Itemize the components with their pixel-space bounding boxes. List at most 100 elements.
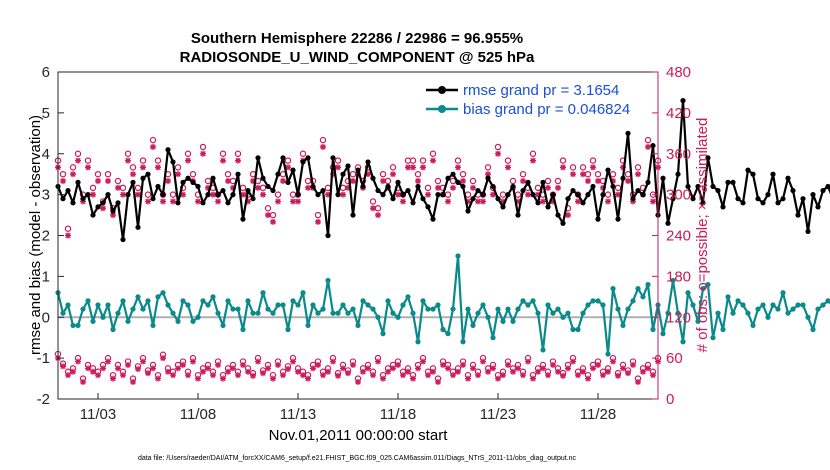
- bias-point: [385, 298, 391, 304]
- obs-possible-marker: [184, 150, 192, 157]
- bias-point: [195, 314, 201, 320]
- obs-possible-marker: [94, 170, 102, 178]
- bias-point: [370, 306, 376, 312]
- obs-possible-marker: [559, 157, 567, 164]
- right-tick-label: 420: [666, 105, 691, 122]
- obs-possible-marker: [174, 164, 182, 171]
- obs-assimilated-marker: [515, 198, 521, 205]
- bias-point: [455, 253, 461, 259]
- obs-assimilated-marker: [185, 157, 191, 164]
- rmse-point: [195, 183, 201, 190]
- obs-possible-marker: [414, 170, 422, 178]
- bias-point: [695, 318, 701, 324]
- obs-assimilated-marker: [315, 218, 321, 225]
- rmse-point: [630, 196, 636, 202]
- rmse-point: [735, 196, 741, 202]
- obs-assimilated-marker: [195, 198, 201, 205]
- obs-assimilated-marker: [90, 191, 96, 198]
- bias-point: [340, 302, 346, 308]
- rmse-point: [550, 192, 556, 198]
- rmse-point: [150, 196, 156, 202]
- bias-point: [405, 294, 411, 300]
- obs-possible-marker: [409, 157, 417, 164]
- rmse-point: [355, 167, 361, 173]
- x-tick-label: 11/03: [80, 406, 116, 423]
- obs-assimilated-marker: [205, 365, 211, 372]
- obs-assimilated-marker: [225, 368, 231, 375]
- bias-point: [650, 326, 656, 333]
- bias-point: [665, 310, 671, 316]
- rmse-point: [75, 179, 81, 185]
- obs-assimilated-marker: [460, 361, 466, 368]
- obs-assimilated-marker: [115, 184, 121, 191]
- obs-assimilated-marker: [335, 164, 341, 171]
- bias-point: [315, 310, 321, 316]
- right-tick-label: 0: [666, 391, 674, 408]
- bias-point: [435, 302, 441, 308]
- obs-assimilated-marker: [435, 184, 441, 191]
- obs-assimilated-marker: [575, 198, 581, 205]
- obs-assimilated-marker: [475, 372, 481, 379]
- obs-assimilated-marker: [295, 198, 301, 205]
- bias-point: [225, 298, 231, 304]
- obs-assimilated-marker: [595, 178, 601, 184]
- bias-point: [240, 326, 246, 333]
- rmse-point: [680, 98, 686, 104]
- obs-assimilated-marker: [345, 184, 351, 191]
- rmse-point: [715, 187, 721, 194]
- obs-possible-marker: [69, 164, 77, 171]
- obs-assimilated-marker: [135, 191, 141, 198]
- bias-point: [720, 326, 726, 333]
- obs-possible-marker: [544, 177, 552, 185]
- rmse-point: [100, 200, 106, 206]
- obs-possible-marker: [154, 157, 162, 164]
- obs-assimilated-marker: [540, 365, 546, 372]
- rmse-point: [335, 192, 341, 198]
- rmse-point: [380, 192, 386, 198]
- obs-assimilated-marker: [220, 157, 226, 164]
- obs-assimilated-marker: [590, 164, 596, 171]
- obs-assimilated-marker: [505, 361, 511, 368]
- obs-assimilated-marker: [75, 358, 81, 365]
- rmse-point: [85, 192, 91, 198]
- x-tick-label: 11/08: [180, 406, 216, 423]
- rmse-point: [615, 216, 621, 222]
- rmse-point: [540, 179, 546, 185]
- obs-possible-marker: [224, 170, 232, 178]
- obs-possible-marker: [219, 150, 227, 157]
- bias-point: [540, 347, 546, 353]
- obs-assimilated-marker: [80, 378, 86, 385]
- obs-assimilated-marker: [580, 171, 586, 178]
- rmse-point: [305, 155, 311, 161]
- obs-assimilated-marker: [475, 198, 481, 205]
- bias-point: [150, 322, 156, 329]
- bias-point: [580, 310, 586, 316]
- obs-assimilated-marker: [520, 372, 526, 379]
- obs-assimilated-marker: [370, 372, 376, 379]
- obs-assimilated-marker: [140, 358, 146, 365]
- rmse-point: [795, 212, 801, 218]
- rmse-point: [560, 220, 566, 226]
- obs-assimilated-marker: [170, 372, 176, 379]
- obs-assimilated-marker: [415, 178, 421, 184]
- bias-point: [575, 326, 581, 333]
- obs-assimilated-marker: [465, 198, 471, 205]
- obs-assimilated-marker: [570, 171, 576, 178]
- obs-assimilated-marker: [365, 171, 371, 178]
- obs-assimilated-marker: [445, 198, 451, 205]
- obs-assimilated-marker: [170, 198, 176, 205]
- rmse-point: [590, 183, 596, 190]
- rmse-point: [435, 192, 441, 198]
- bias-point: [525, 302, 531, 308]
- bias-point: [215, 310, 221, 316]
- rmse-point: [340, 171, 346, 177]
- rmse-point: [620, 175, 626, 181]
- bias-series-layer: [55, 253, 830, 357]
- obs-assimilated-marker: [285, 366, 291, 373]
- obs-assimilated-marker: [205, 184, 211, 191]
- obs-assimilated-marker: [530, 375, 536, 382]
- obs-assimilated-marker: [515, 365, 521, 372]
- obs-assimilated-marker: [140, 164, 146, 171]
- rmse-point: [580, 200, 586, 206]
